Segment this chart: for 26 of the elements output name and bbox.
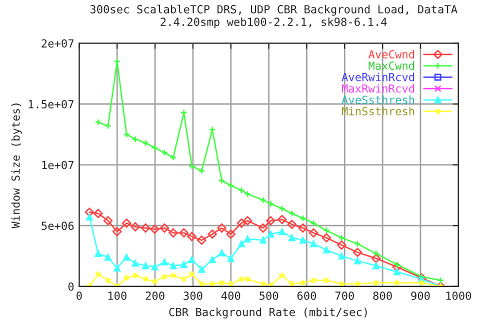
- x-tick-label: 500: [260, 292, 278, 300]
- x-tick-label: 100: [108, 292, 126, 300]
- legend-label: MaxRwinRcvd: [342, 84, 414, 93]
- x-axis-title: CBR Background Rate (mbit/sec): [169, 308, 367, 318]
- legend-label: AveSsthresh: [342, 95, 414, 104]
- y-axis-title: Window Size (bytes): [11, 104, 22, 228]
- legend-label: AveCwnd: [368, 50, 414, 59]
- x-tick-label: 1000: [446, 292, 472, 300]
- chart-title: 300sec ScalableTCP DRS, UDP CBR Background Load, DataTA: [90, 4, 458, 16]
- chart-subtitle: 2.4.20smp web100-2.2.1, sk98-6.1.4: [160, 17, 387, 28]
- x-tick-label: 300: [184, 292, 202, 300]
- legend-label: AveRwinRcvd: [342, 72, 414, 82]
- legend-label: MaxCwnd: [368, 61, 414, 70]
- x-tick-label: 200: [146, 292, 164, 300]
- y-tick-label: 5e+06: [42, 222, 74, 230]
- y-tick-label: 0: [68, 282, 74, 291]
- x-tick-label: 900: [411, 292, 430, 300]
- y-tick-label: 2e+07: [42, 39, 74, 48]
- x-tick-label: 600: [297, 292, 316, 300]
- x-tick-label: 800: [373, 292, 392, 300]
- legend-label: MinSsthresh: [342, 106, 414, 116]
- y-tick-label: 1e+07: [42, 160, 74, 170]
- x-tick-label: 700: [335, 292, 354, 300]
- y-tick-label: 1.5e+07: [28, 100, 74, 108]
- x-tick-label: 400: [221, 292, 240, 300]
- x-tick-label: 0: [76, 292, 82, 300]
